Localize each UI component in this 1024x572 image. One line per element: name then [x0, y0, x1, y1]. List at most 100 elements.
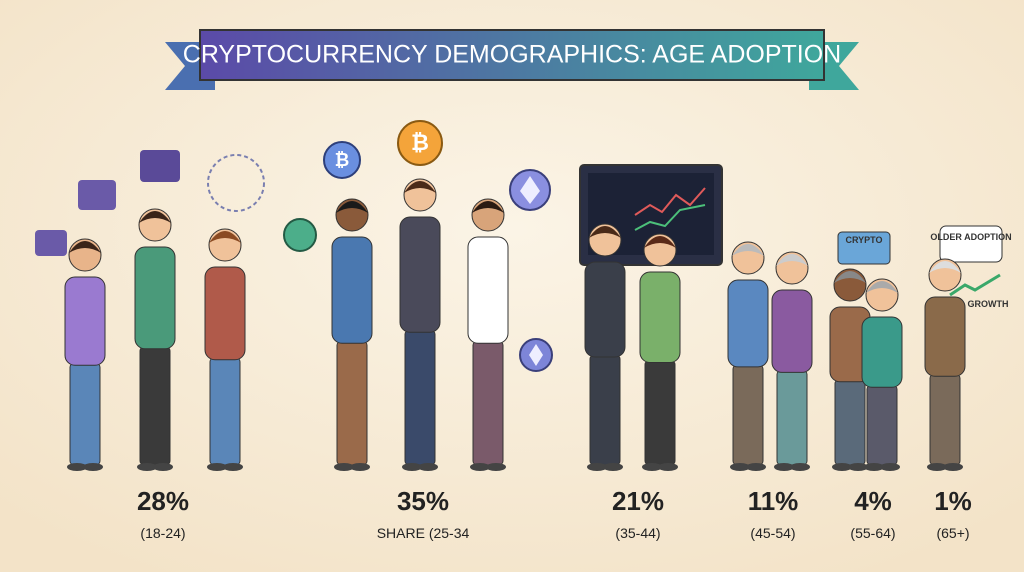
- figure-legs: [732, 364, 764, 466]
- figure-shoe: [642, 463, 662, 471]
- growth-arrow: [949, 273, 1001, 297]
- figure-hair: [866, 281, 898, 293]
- figure-legs: [589, 354, 621, 466]
- growth-icon: [283, 218, 317, 252]
- figure-shoe: [832, 463, 852, 471]
- speech-bubble: [939, 225, 1003, 263]
- figure-torso: [924, 296, 966, 377]
- percent: 28%: [137, 486, 189, 516]
- figure-torso: [584, 261, 626, 358]
- bitcoin-icon: [323, 141, 361, 179]
- percent: 1%: [934, 486, 972, 516]
- figure-shoe: [848, 463, 868, 471]
- people: [64, 178, 966, 471]
- figure-shoe: [223, 463, 243, 471]
- age-label: (18-24): [140, 525, 185, 541]
- figure-shoe: [587, 463, 607, 471]
- figure-shoe: [83, 463, 103, 471]
- figure-shoe: [470, 463, 490, 471]
- blockchain-icon: [207, 154, 265, 212]
- figure-hair: [834, 271, 866, 283]
- figure-legs: [834, 379, 866, 466]
- card: [837, 231, 891, 265]
- age-label: SHARE (25-34: [377, 525, 470, 541]
- figure-legs: [69, 362, 101, 466]
- chart-line: [634, 204, 706, 231]
- wallet-icon: [78, 180, 116, 210]
- figure-torso: [727, 279, 769, 368]
- figure-hair: [776, 254, 808, 266]
- figure-shoe: [334, 463, 354, 471]
- figure-legs: [336, 340, 368, 466]
- percent: 35%: [397, 486, 449, 516]
- bubble-text: OLDER ADOPTION: [930, 232, 1011, 242]
- ethereum-symbol: [529, 344, 543, 366]
- figure-torso: [64, 276, 106, 366]
- wallet-icon: [140, 150, 180, 182]
- figure-torso: [399, 216, 441, 333]
- figure-legs: [404, 329, 436, 466]
- figure-legs: [929, 373, 961, 466]
- figure-torso: [331, 236, 373, 344]
- figure-hair: [336, 201, 368, 213]
- figure-torso: [639, 271, 681, 363]
- figure-hair: [404, 181, 436, 193]
- figure-shoe: [603, 463, 623, 471]
- percent: 11%: [748, 486, 799, 516]
- ribbon: [199, 29, 825, 81]
- figure-shoe: [730, 463, 750, 471]
- figure-torso: [134, 246, 176, 350]
- figure-legs: [776, 369, 808, 466]
- figure-shoe: [790, 463, 810, 471]
- figure-legs: [644, 360, 676, 466]
- figure-hair: [929, 261, 961, 273]
- arrow-text: GROWTH: [968, 299, 1009, 309]
- age-label: (45-54): [750, 525, 795, 541]
- figure-shoe: [153, 463, 173, 471]
- title: CRYPTOCURRENCY DEMOGRAPHICS: AGE ADOPTIO…: [183, 41, 841, 69]
- figure-shoe: [927, 463, 947, 471]
- figure-shoe: [864, 463, 884, 471]
- age-label: (55-64): [850, 525, 895, 541]
- figure-legs: [866, 384, 898, 466]
- figure-hair: [69, 241, 101, 253]
- stats: 28% (18-24) 35% SHARE (25-34 21% (35-44) 11% (4…: [137, 486, 972, 541]
- percent: 4%: [854, 486, 892, 516]
- age-label: (35-44): [615, 525, 660, 541]
- figure-shoe: [207, 463, 227, 471]
- card-text: CRYPTO: [845, 235, 882, 245]
- figure-torso: [467, 236, 509, 344]
- figure-shoe: [746, 463, 766, 471]
- figure-shoe: [880, 463, 900, 471]
- ethereum-symbol: [520, 176, 540, 204]
- figure-hair: [209, 231, 241, 243]
- figure-torso: [861, 316, 903, 388]
- figure-hair: [589, 226, 621, 238]
- figure-hair: [472, 201, 504, 213]
- figure-legs: [139, 346, 171, 466]
- chart-line: [634, 187, 706, 216]
- age-label: (65+): [936, 525, 969, 541]
- figure-hair: [732, 244, 764, 256]
- figure-shoe: [943, 463, 963, 471]
- bitcoin-icon: [397, 120, 443, 166]
- figure-torso: [771, 289, 813, 373]
- percent: 21%: [612, 486, 664, 516]
- figure-shoe: [774, 463, 794, 471]
- figure-shoe: [350, 463, 370, 471]
- figure-legs: [472, 340, 504, 466]
- figure-hair: [139, 211, 171, 223]
- figure-shoe: [486, 463, 506, 471]
- figure-shoe: [137, 463, 157, 471]
- figure-shoe: [402, 463, 422, 471]
- figure-shoe: [418, 463, 438, 471]
- figure-shoe: [658, 463, 678, 471]
- figure-shoe: [67, 463, 87, 471]
- figure-torso: [204, 266, 246, 361]
- figure-hair: [644, 236, 676, 248]
- figure-legs: [209, 357, 241, 466]
- bitcoin-symbol: ₿: [335, 150, 350, 170]
- bitcoin-symbol: ₿: [411, 130, 429, 155]
